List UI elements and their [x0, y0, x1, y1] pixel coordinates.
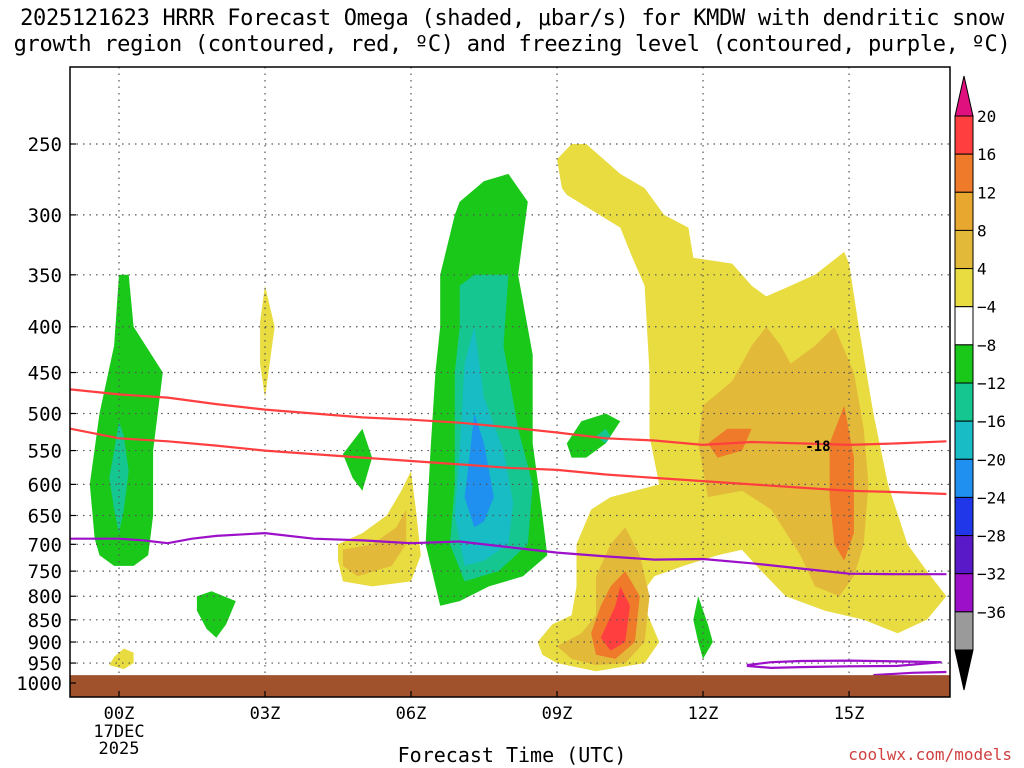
omega-region-13	[596, 428, 611, 444]
colorbar-level-label: −24	[977, 488, 1006, 507]
colorbar-level-label: 20	[977, 107, 996, 126]
x-tick-label-12Z: 12Z	[688, 704, 719, 724]
colorbar-level-label: 4	[977, 260, 987, 279]
omega-region-0	[89, 274, 163, 566]
colorbar-box-0	[954, 115, 974, 155]
omega-region-3	[260, 285, 275, 398]
gridlines	[70, 67, 950, 697]
colorbar-level-label: 16	[977, 145, 996, 164]
x-tick-label-03Z: 03Z	[250, 704, 281, 724]
x-tick-label-09Z: 09Z	[542, 704, 573, 724]
colorbar-level-label: −12	[977, 374, 1006, 393]
colorbar-box-9	[954, 458, 974, 498]
colorbar-box-3	[954, 229, 974, 270]
y-tick-label-800: 800	[28, 586, 62, 608]
y-tick-label-500: 500	[28, 404, 62, 426]
dgz-contour-0	[70, 388, 947, 447]
plot-frame	[69, 66, 951, 698]
colorbar-box-13	[954, 611, 974, 651]
x-tick-sublabel: 2025	[99, 739, 140, 759]
omega-region-4	[196, 591, 236, 638]
colorbar-level-label: 8	[977, 221, 987, 240]
colorbar-top-arrow	[954, 75, 974, 117]
x-axis-title: Forecast Time (UTC)	[397, 743, 627, 767]
y-tick-label-950: 950	[28, 653, 62, 675]
colorbar-box-10	[954, 496, 974, 537]
omega-shading	[89, 144, 947, 672]
y-tick-label-400: 400	[28, 317, 62, 339]
dgz-contour-1	[70, 427, 947, 496]
colorbar-box-8	[954, 420, 974, 460]
y-tick-label-550: 550	[28, 441, 62, 463]
colorbar: 20 16 12 8 4 −4 −8 −12 −16 −20 −24 −28 −32 −36	[954, 75, 1006, 691]
y-tick-label-650: 650	[28, 506, 62, 528]
dgz-contour-label: -18	[805, 439, 830, 455]
colorbar-box-1	[954, 153, 974, 193]
x-tick-label-15Z: 15Z	[834, 704, 865, 724]
omega-region-21	[693, 596, 713, 659]
colorbar-box-6	[954, 344, 974, 384]
freezing-contour-0	[70, 531, 947, 576]
y-tick-label-850: 850	[28, 610, 62, 632]
colorbar-level-label: −8	[977, 336, 996, 355]
colorbar-box-4	[954, 268, 974, 308]
freezing-contour-2	[873, 670, 947, 677]
colorbar-level-label: −28	[977, 527, 1006, 546]
colorbar-box-7	[954, 382, 974, 422]
y-tick-label-1000: 1000	[16, 673, 62, 695]
surface-ground	[70, 675, 950, 697]
surface-layer	[70, 675, 950, 697]
source-credit[interactable]: coolwx.com/models	[848, 745, 1012, 764]
chart-title-line2: growth region (contoured, red, ºC) and f…	[13, 32, 1011, 57]
y-tick-label-600: 600	[28, 474, 62, 496]
y-tick-label-350: 350	[28, 265, 62, 287]
x-tick-label-00Z: 00Z	[104, 704, 135, 724]
contours: -18	[70, 388, 947, 677]
colorbar-level-label: −36	[977, 603, 1006, 622]
x-tick-label-06Z: 06Z	[396, 704, 427, 724]
colorbar-level-label: −4	[977, 298, 996, 317]
y-tick-label-900: 900	[28, 632, 62, 654]
freezing-contour-1	[746, 659, 942, 670]
chart-title-line1: 2025121623 HRRR Forecast Omega (shaded, …	[20, 6, 1004, 31]
omega-region-7	[342, 509, 407, 577]
colorbar-bottom-arrow	[954, 649, 974, 691]
colorbar-box-11	[954, 535, 974, 575]
colorbar-box-5	[954, 306, 974, 346]
omega-region-11	[464, 413, 494, 528]
colorbar-level-label: −32	[977, 565, 1006, 584]
omega-region-19	[600, 586, 630, 651]
y-tick-label-750: 750	[28, 561, 62, 583]
y-tick-label-300: 300	[28, 205, 62, 227]
omega-region-2	[109, 648, 134, 670]
colorbar-box-2	[954, 191, 974, 231]
omega-region-16	[698, 326, 869, 597]
omega-region-5	[342, 428, 373, 491]
x-tick-sublabel: 17DEC	[93, 722, 144, 742]
omega-region-12	[566, 413, 621, 458]
colorbar-level-label: −20	[977, 450, 1006, 469]
colorbar-level-label: 12	[977, 183, 996, 202]
y-tick-label-700: 700	[28, 534, 62, 556]
y-tick-label-250: 250	[28, 134, 62, 156]
y-tick-label-450: 450	[28, 363, 62, 385]
colorbar-level-label: −16	[977, 412, 1006, 431]
colorbar-box-12	[954, 573, 974, 613]
y-axis: 2503003504004505005506006507007508008509…	[16, 134, 76, 695]
